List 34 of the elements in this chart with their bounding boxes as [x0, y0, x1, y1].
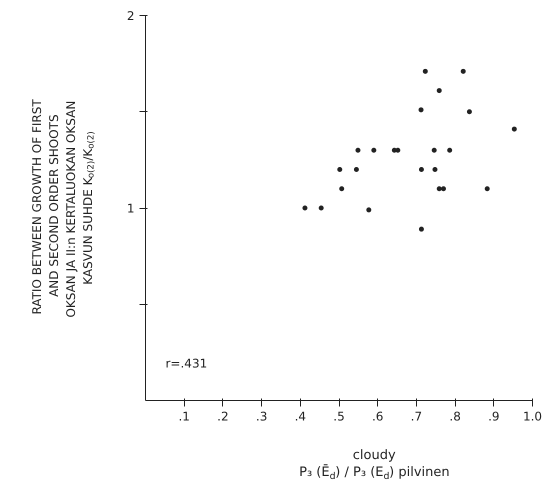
point [355, 148, 360, 153]
point [318, 206, 324, 210]
point [436, 88, 442, 94]
point [366, 207, 372, 212]
point [440, 186, 446, 192]
point [460, 68, 466, 74]
point [432, 148, 437, 153]
x-tick-label: .4 [294, 410, 306, 424]
point [418, 107, 424, 112]
point [432, 167, 438, 172]
point [484, 186, 490, 192]
x-tick-label: .3 [256, 410, 268, 424]
x-tick-label: .7 [410, 410, 422, 424]
annotation: r=.431 [166, 356, 208, 370]
point [337, 167, 342, 172]
point [422, 68, 428, 74]
point [512, 126, 517, 132]
y-tick-label: 2 [126, 9, 135, 23]
x-tick-label: .1 [178, 410, 190, 424]
x-tick-label: .9 [488, 410, 500, 424]
point [418, 226, 424, 232]
x-tick-label: .5 [333, 410, 345, 424]
x-tick-label: .8 [449, 410, 461, 424]
point [447, 148, 452, 153]
point [371, 148, 376, 153]
x-tick-label: .6 [372, 410, 384, 424]
y-tick-label: 1 [126, 202, 135, 216]
point [339, 186, 344, 192]
x-tick-label: 1.0 [522, 410, 542, 424]
x-tick-label: .2 [217, 410, 229, 424]
point [466, 109, 472, 114]
point [418, 167, 424, 172]
point [302, 206, 308, 210]
point [354, 167, 359, 172]
